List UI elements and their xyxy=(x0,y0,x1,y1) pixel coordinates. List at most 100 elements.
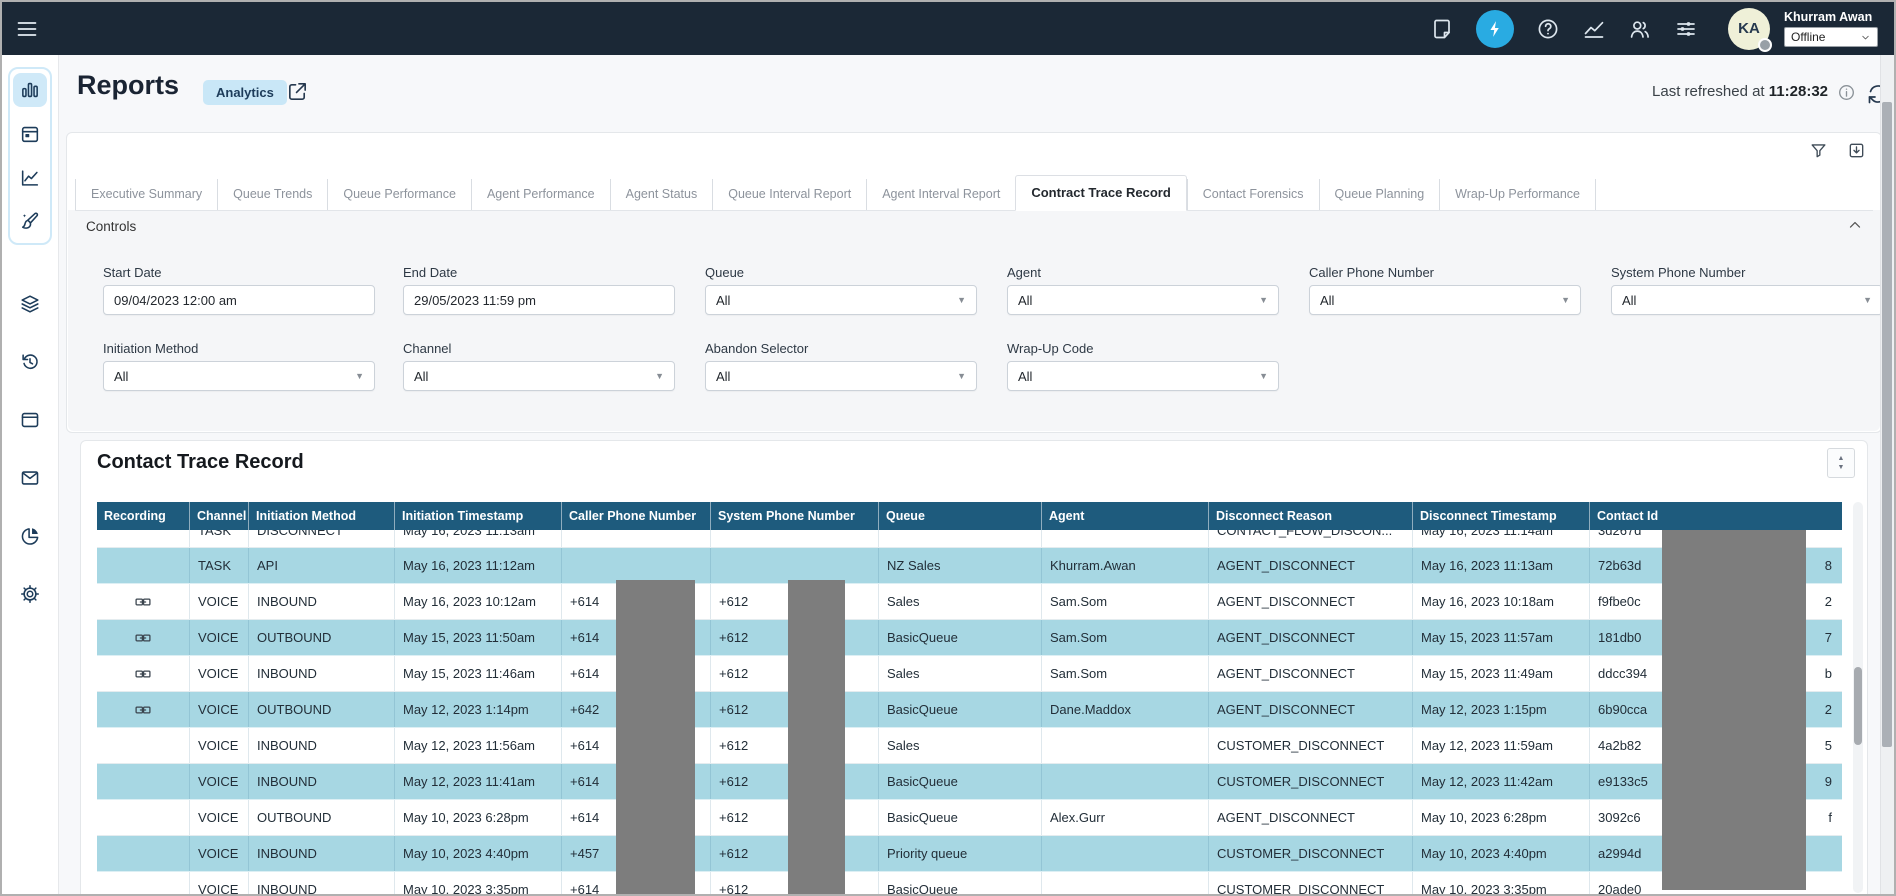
column-header-initiation-timestamp[interactable]: Initiation Timestamp xyxy=(395,502,562,530)
column-header-recording[interactable]: Recording xyxy=(97,502,190,530)
topbar-lightning-button[interactable] xyxy=(1476,9,1514,48)
recording-link-icon[interactable] xyxy=(134,665,152,683)
sidebar-item-bar-chart[interactable] xyxy=(13,73,47,107)
sidebar-item-history[interactable] xyxy=(13,345,47,379)
topbar-notes-button[interactable] xyxy=(1430,17,1454,41)
initiation-method-cell: INBOUND xyxy=(249,584,395,619)
column-header-disconnect-timestamp[interactable]: Disconnect Timestamp xyxy=(1413,502,1590,530)
filter-label-channel: Channel xyxy=(403,341,452,356)
table-row[interactable]: VOICE INBOUND May 12, 2023 11:56am +614 +612… xyxy=(97,728,1842,764)
agent-cell xyxy=(1042,530,1209,547)
tab-wrap-up-performance[interactable]: Wrap-Up Performance xyxy=(1439,179,1596,210)
table-row[interactable]: VOICE OUTBOUND May 15, 2023 11:50am +614 +61… xyxy=(97,620,1842,656)
collapse-controls-button[interactable] xyxy=(1846,216,1864,234)
settings-gear-icon xyxy=(19,583,41,605)
filter-value: All xyxy=(1320,292,1335,308)
info-icon[interactable] xyxy=(1837,83,1856,102)
page-title: Reports xyxy=(77,70,180,100)
open-external-button[interactable] xyxy=(286,80,309,103)
export-download-button[interactable] xyxy=(1847,141,1867,161)
sidebar-item-pie-chart[interactable] xyxy=(13,519,47,553)
table-row[interactable]: TASK API May 16, 2023 11:12am NZ Sales Khurr… xyxy=(97,548,1842,584)
agent-cell xyxy=(1042,764,1209,799)
table-row[interactable]: VOICE INBOUND May 10, 2023 3:35pm +614 +612 B… xyxy=(97,872,1842,894)
table-row[interactable]: VOICE OUTBOUND May 12, 2023 1:14pm +642 +612… xyxy=(97,692,1842,728)
topbar-settings-sliders-button[interactable] xyxy=(1674,17,1698,41)
tab-queue-interval-report[interactable]: Queue Interval Report xyxy=(712,179,866,210)
table-row[interactable]: VOICE INBOUND May 15, 2023 11:46am +614 +612… xyxy=(97,656,1842,692)
disconnect-timestamp-cell: May 10, 2023 4:40pm xyxy=(1413,836,1590,871)
recording-link-icon[interactable] xyxy=(134,629,152,647)
filter-queue-select[interactable]: All ▼ xyxy=(705,285,977,315)
filter-abandon-selector-select[interactable]: All ▼ xyxy=(705,361,977,391)
disconnect-timestamp-cell: May 12, 2023 11:59am xyxy=(1413,728,1590,763)
filter-funnel-button[interactable] xyxy=(1809,141,1829,161)
sidebar-item-layers[interactable] xyxy=(13,287,47,321)
tab-executive-summary[interactable]: Executive Summary xyxy=(75,179,217,210)
tab-queue-planning[interactable]: Queue Planning xyxy=(1318,179,1440,210)
table-scrollbar[interactable] xyxy=(1853,502,1863,893)
tab-contract-trace-record[interactable]: Contract Trace Record xyxy=(1015,175,1187,211)
filter-end-date-input[interactable]: 29/05/2023 11:59 pm xyxy=(403,285,675,315)
table-row[interactable]: VOICE INBOUND May 16, 2023 10:12am +614 +612… xyxy=(97,584,1842,620)
topbar-help-button[interactable] xyxy=(1536,17,1560,41)
filter-initiation-method-select[interactable]: All ▼ xyxy=(103,361,375,391)
column-header-agent[interactable]: Agent xyxy=(1042,502,1209,530)
sidebar-item-calendar[interactable] xyxy=(13,117,47,151)
caller-phone-number-cell: +614 xyxy=(562,728,711,763)
contact-id-cell: 4a2b82 5 xyxy=(1590,728,1842,763)
tab-queue-performance[interactable]: Queue Performance xyxy=(327,179,471,210)
filter-agent-select[interactable]: All ▼ xyxy=(1007,285,1279,315)
filter-value: All xyxy=(716,368,731,384)
table-scrollbar-thumb[interactable] xyxy=(1854,667,1862,745)
column-header-caller-phone-number[interactable]: Caller Phone Number xyxy=(562,502,711,530)
page-scrollbar-thumb[interactable] xyxy=(1882,102,1892,747)
filter-wrap-up-code-select[interactable]: All ▼ xyxy=(1007,361,1279,391)
tab-agent-status[interactable]: Agent Status xyxy=(609,179,713,210)
sidebar-item-settings-gear[interactable] xyxy=(13,577,47,611)
column-header-contact-id[interactable]: Contact Id xyxy=(1597,509,1659,523)
menu-button[interactable] xyxy=(15,17,39,41)
table-spinner[interactable]: ▲ ▼ xyxy=(1827,448,1855,478)
column-header-initiation-method[interactable]: Initiation Method xyxy=(249,502,395,530)
spinner-up-icon: ▲ xyxy=(1837,455,1845,462)
tab-contact-forensics[interactable]: Contact Forensics xyxy=(1186,179,1319,210)
channel-cell: TASK xyxy=(190,548,249,583)
analytics-trend-icon xyxy=(1582,17,1606,41)
filter-channel-select[interactable]: All ▼ xyxy=(403,361,675,391)
last-refreshed-time: 11:28:32 xyxy=(1768,83,1828,100)
table-row[interactable]: VOICE OUTBOUND May 10, 2023 6:28pm +614 +612… xyxy=(97,800,1842,836)
column-header-channel[interactable]: Channel xyxy=(190,502,249,530)
tab-queue-trends[interactable]: Queue Trends xyxy=(217,179,327,210)
table-row[interactable]: TASK DISCONNECT May 16, 2023 11:13am CONTAC… xyxy=(97,530,1842,548)
filter-caller-phone-number-select[interactable]: All ▼ xyxy=(1309,285,1581,315)
recording-link-icon[interactable] xyxy=(134,701,152,719)
recording-link-icon[interactable] xyxy=(134,593,152,611)
sidebar-item-design-brush[interactable] xyxy=(13,205,47,239)
column-header-system-phone-number[interactable]: System Phone Number xyxy=(711,502,879,530)
last-refreshed-prefix: Last refreshed at xyxy=(1652,83,1765,100)
table-row[interactable]: VOICE INBOUND May 12, 2023 11:41am +614 +612… xyxy=(97,764,1842,800)
tab-agent-performance[interactable]: Agent Performance xyxy=(470,179,610,210)
help-icon xyxy=(1536,17,1560,41)
topbar-analytics-trend-button[interactable] xyxy=(1582,17,1606,41)
tab-agent-interval-report[interactable]: Agent Interval Report xyxy=(866,179,1015,210)
sidebar-dashboard-group xyxy=(8,67,52,245)
filter-start-date-input[interactable]: 09/04/2023 12:00 am xyxy=(103,285,375,315)
page-scrollbar[interactable] xyxy=(1880,55,1894,894)
sidebar-item-line-chart[interactable] xyxy=(13,161,47,195)
status-select[interactable]: Offline xyxy=(1784,27,1878,47)
channel-cell: VOICE xyxy=(190,800,249,835)
sidebar-item-mail[interactable] xyxy=(13,461,47,495)
table-row[interactable]: VOICE INBOUND May 10, 2023 4:40pm +457 +612 P… xyxy=(97,836,1842,872)
avatar[interactable]: KA xyxy=(1728,7,1772,52)
topbar-contacts-button[interactable] xyxy=(1628,17,1652,41)
column-header-disconnect-reason[interactable]: Disconnect Reason xyxy=(1209,502,1413,530)
sidebar-item-browser-window[interactable] xyxy=(13,403,47,437)
disconnect-reason-cell: AGENT_DISCONNECT xyxy=(1209,548,1413,583)
filter-system-phone-number-select[interactable]: All ▼ xyxy=(1611,285,1883,315)
initiation-timestamp-cell: May 16, 2023 10:12am xyxy=(395,584,562,619)
column-header-queue[interactable]: Queue xyxy=(879,502,1042,530)
contact-id-tail: 7 xyxy=(1824,630,1832,645)
caret-down-icon: ▼ xyxy=(1561,295,1570,305)
